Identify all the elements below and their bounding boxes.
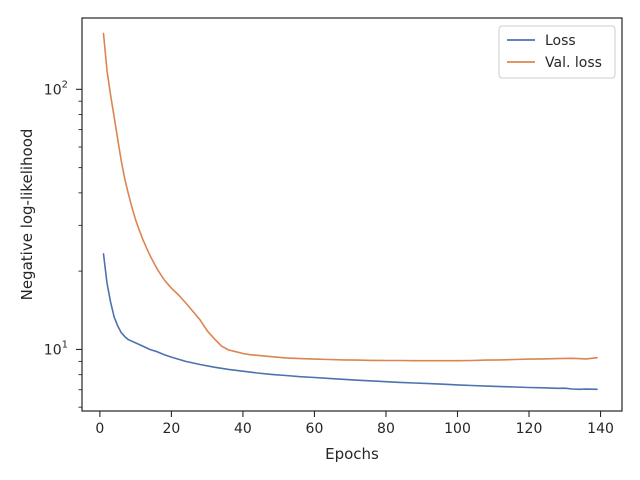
x-tick-label: 140 xyxy=(587,421,614,437)
legend: Loss Val. loss xyxy=(498,25,616,79)
x-axis-label: Epochs xyxy=(325,445,379,463)
series-line-val-loss xyxy=(102,32,598,362)
plot-background xyxy=(82,18,622,411)
y-tick-label: 102 xyxy=(44,79,68,98)
x-tick-label: 120 xyxy=(516,421,543,437)
legend-label: Loss xyxy=(545,33,576,49)
x-tick-label: 20 xyxy=(162,421,180,437)
x-tick-label: 60 xyxy=(306,421,324,437)
x-tick-label: 100 xyxy=(444,421,471,437)
y-axis: 101 102 xyxy=(44,79,82,408)
plot-frame xyxy=(81,17,623,412)
x-tick-label: 80 xyxy=(377,421,395,437)
y-tick-label: 101 xyxy=(44,339,68,358)
x-axis: 0 20 40 60 80 100 120 140 xyxy=(95,411,614,437)
legend-box xyxy=(498,25,616,79)
x-tick-label: 0 xyxy=(95,421,104,437)
series-layer xyxy=(102,32,598,391)
y-axis-label: Negative log-likelihood xyxy=(18,129,36,301)
legend-label: Val. loss xyxy=(545,55,602,71)
series-line-loss xyxy=(102,253,598,391)
x-tick-label: 40 xyxy=(234,421,252,437)
